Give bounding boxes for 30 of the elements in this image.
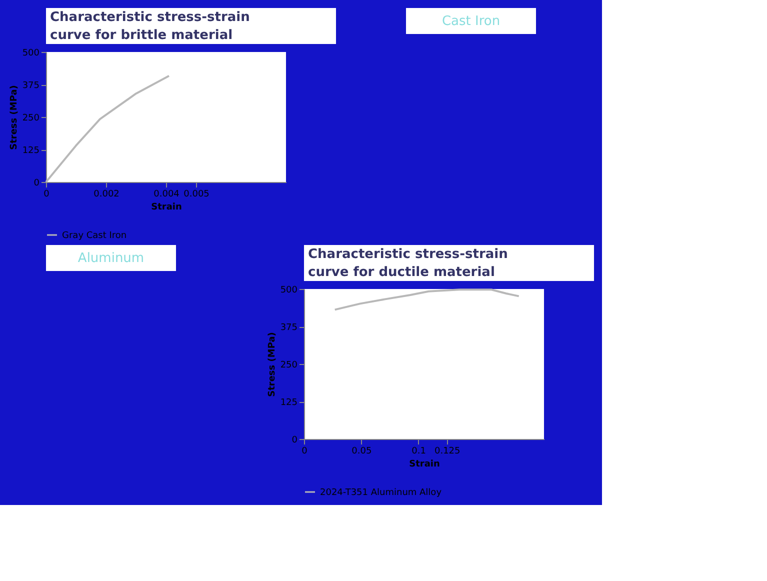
x-tick-label: 0.125 bbox=[434, 446, 460, 456]
x-axis-title: Strain bbox=[151, 202, 182, 212]
x-axis-title: Strain bbox=[409, 460, 440, 470]
text: Cast Iron bbox=[442, 14, 500, 29]
x-tick-label: 0 bbox=[44, 190, 50, 200]
y-tick-label: 125 bbox=[22, 146, 40, 156]
y-axis-title: Stress (MPa) bbox=[267, 332, 278, 397]
text: Aluminum bbox=[78, 251, 144, 266]
legend-label: 2024-T351 Aluminum Alloy bbox=[320, 488, 442, 498]
line-series bbox=[45, 74, 170, 183]
y-tick-label: 250 bbox=[22, 114, 40, 124]
y-tick-label: 125 bbox=[280, 398, 298, 408]
legend-label: Gray Cast Iron bbox=[62, 231, 127, 241]
chart-title: Characteristic stress-strain curve for brittle material bbox=[50, 10, 250, 43]
x-tick-label: 0.004 bbox=[154, 190, 180, 200]
chart-title: Characteristic stress-strain curve for ductile material bbox=[308, 247, 508, 280]
x-tick-label: 0.1 bbox=[412, 446, 426, 456]
x-tick-label: 0.002 bbox=[94, 190, 120, 200]
y-tick-label: 0 bbox=[34, 178, 40, 188]
y-tick-label: 375 bbox=[22, 81, 40, 91]
y-tick-label: 0 bbox=[292, 436, 298, 446]
x-tick-label: 0.05 bbox=[352, 446, 372, 456]
x-tick-label: 0 bbox=[302, 446, 308, 456]
y-tick-label: 250 bbox=[280, 360, 298, 370]
y-tick-label: 500 bbox=[22, 48, 40, 58]
y-axis-title: Stress (MPa) bbox=[9, 85, 20, 150]
x-tick-label: 0.005 bbox=[184, 190, 210, 200]
y-tick-label: 375 bbox=[280, 323, 298, 333]
y-tick-label: 500 bbox=[280, 286, 298, 296]
line-series bbox=[334, 288, 520, 311]
